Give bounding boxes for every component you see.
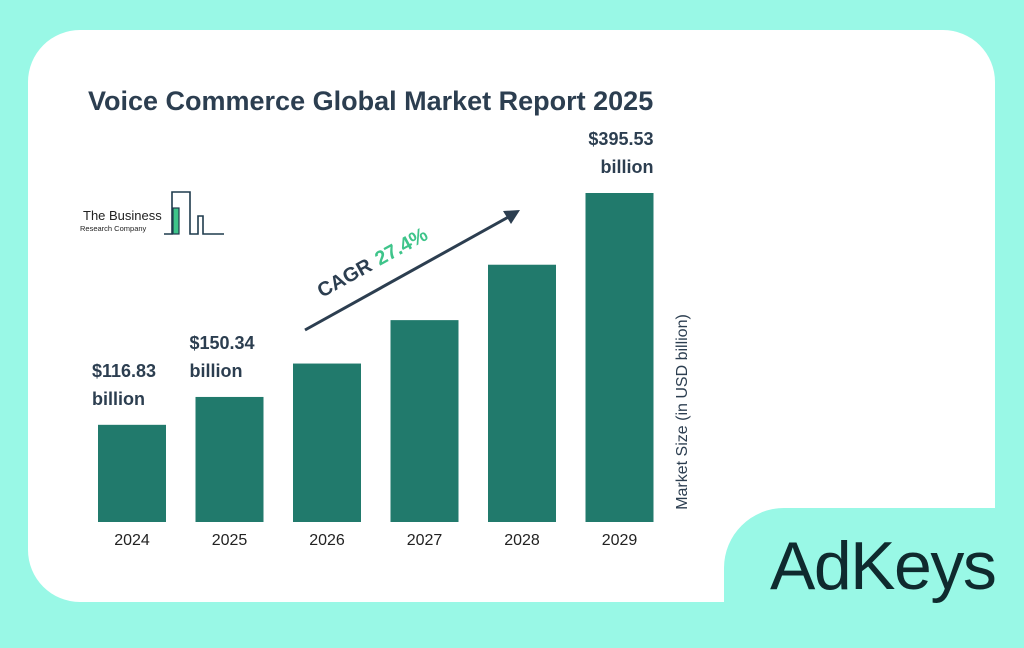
- logo-text-line1: The Business: [83, 208, 162, 223]
- cagr-label: CAGR27.4%: [314, 224, 432, 303]
- x-tick-labels: 2024 2025 2026 2027 2028 2029: [114, 532, 637, 549]
- cagr-arrow: [304, 210, 520, 332]
- bar-2028: [488, 264, 556, 522]
- x-tick-label-2025: 2025: [212, 532, 248, 549]
- bar-2027: [390, 320, 459, 522]
- bar-2024: [98, 424, 166, 522]
- data-label-2025-value: $150.34: [190, 333, 255, 353]
- x-tick-label-2027: 2027: [407, 532, 443, 549]
- x-tick-label-2024: 2024: [114, 532, 150, 549]
- logo-bars-icon: [164, 191, 224, 235]
- data-labels: $116.83 billion $150.34 billion $395.53 billi…: [92, 129, 654, 409]
- y-axis-label: Market Size (in USD billion): [674, 314, 691, 510]
- data-label-2024-value: $116.83: [92, 361, 156, 381]
- bar-chart: 2024 2025 2026 2027 2028 2029 $116.83billion$…: [92, 129, 691, 549]
- x-tick-label-2029: 2029: [602, 532, 638, 549]
- brand-logo: AdKeys: [770, 528, 997, 604]
- company-logo: The Business Research Company: [80, 188, 230, 238]
- x-tick-label-2026: 2026: [309, 532, 345, 549]
- data-label-2025-unit: billion: [190, 361, 243, 381]
- logo-text-line2: Research Company: [80, 224, 147, 233]
- bar-2029: [585, 193, 654, 522]
- chart-title: Voice Commerce Global Market Report 2025: [88, 86, 654, 116]
- data-label-2024-unit: billion: [92, 389, 145, 409]
- x-tick-label-2028: 2028: [504, 532, 540, 549]
- bar-2025: [195, 396, 264, 522]
- bars: [98, 193, 654, 522]
- brand-tab: [724, 508, 1024, 648]
- data-label-2029-value: $395.53: [588, 129, 653, 149]
- bar-2026: [293, 363, 361, 522]
- data-label-2029-unit: billion: [601, 157, 654, 177]
